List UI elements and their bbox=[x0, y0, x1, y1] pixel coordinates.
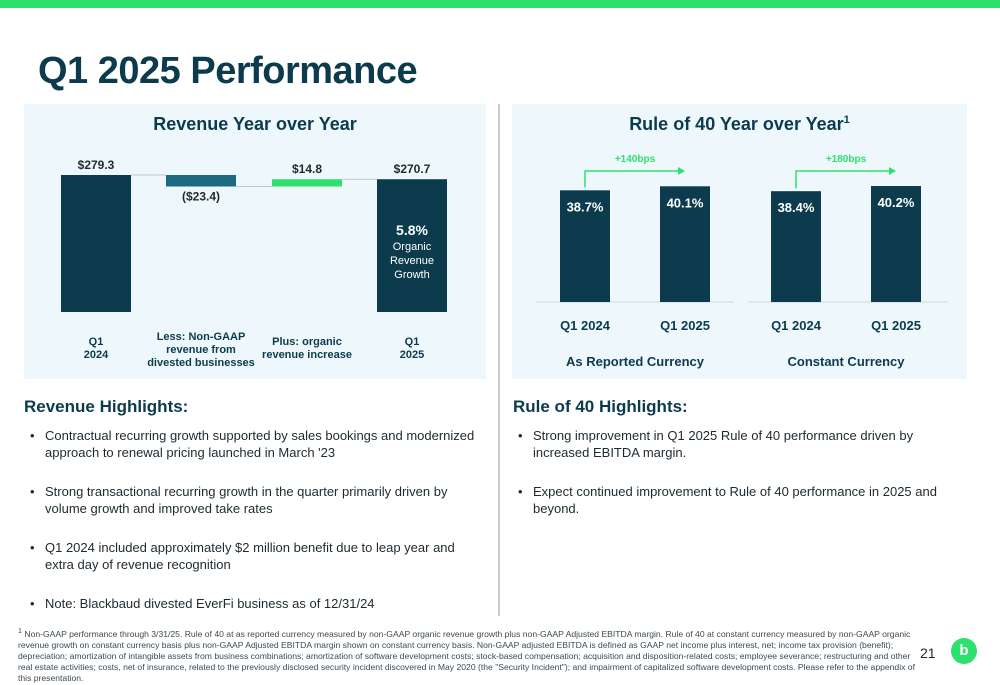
waterfall-category-label: Q1 2024 bbox=[84, 336, 109, 361]
blackbaud-logo: b bbox=[951, 638, 977, 664]
waterfall-category-label: Q1 2025 bbox=[400, 336, 424, 361]
rule40-chart-panel: Rule of 40 Year over Year1 38.7% Q1 2024 4… bbox=[512, 104, 967, 379]
revenue-waterfall-chart: $279.3 ($23.4) $14.8 $270.7 5.8% Organic Reven… bbox=[61, 158, 447, 369]
revenue-highlights-list: Contractual recurring growth supported b… bbox=[24, 427, 484, 612]
rule40-value-label: 40.2% bbox=[878, 195, 915, 210]
waterfall-bar bbox=[61, 175, 131, 312]
rule40-highlights-title: Rule of 40 Highlights: bbox=[513, 397, 688, 416]
rule40-bar-chart: 38.7% Q1 2024 40.1% Q1 2025 38.4% Q1 2024 40.2… bbox=[536, 154, 948, 369]
list-item: Contractual recurring growth supported b… bbox=[24, 427, 484, 461]
page-number: 21 bbox=[920, 645, 936, 661]
rule40-group-label: As Reported Currency bbox=[566, 354, 705, 369]
organic-growth-value: 5.8% bbox=[396, 222, 428, 238]
revenue-highlights-title: Revenue Highlights: bbox=[24, 397, 189, 416]
list-item: Note: Blackbaud divested EverFi business… bbox=[24, 595, 484, 612]
waterfall-bar bbox=[272, 179, 342, 187]
waterfall-bar bbox=[166, 175, 236, 187]
waterfall-value-label: ($23.4) bbox=[182, 189, 220, 203]
rule40-highlights-list: Strong improvement in Q1 2025 Rule of 40… bbox=[512, 427, 964, 517]
change-arrow-head bbox=[889, 167, 896, 175]
rule40-bar bbox=[771, 191, 821, 302]
rule40-category-label: Q1 2024 bbox=[771, 318, 822, 333]
change-arrow-head bbox=[678, 167, 685, 175]
change-label: +140bps bbox=[615, 154, 656, 165]
waterfall-bar bbox=[377, 179, 447, 312]
change-arrow-line bbox=[795, 170, 890, 189]
revenue-chart-panel: Revenue Year over Year $279.3 ($23.4) $14.… bbox=[24, 104, 486, 379]
waterfall-value-label: $14.8 bbox=[292, 162, 322, 176]
change-arrow-line bbox=[584, 170, 679, 188]
footnote: 1 Non-GAAP performance through 3/31/25. … bbox=[18, 627, 915, 683]
waterfall-category-label: Less: Non-GAAP revenue from divested busin… bbox=[147, 331, 255, 369]
rule40-value-label: 38.4% bbox=[778, 200, 815, 215]
revenue-chart-title: Revenue Year over Year bbox=[153, 114, 357, 134]
waterfall-value-label: $279.3 bbox=[78, 158, 115, 172]
rule40-value-label: 40.1% bbox=[667, 195, 704, 210]
rule40-category-label: Q1 2024 bbox=[560, 318, 611, 333]
rule40-chart-title: Rule of 40 Year over Year1 bbox=[629, 114, 850, 134]
list-item: Expect continued improvement to Rule of … bbox=[512, 483, 964, 517]
waterfall-value-label: $270.7 bbox=[394, 162, 431, 176]
page-title: Q1 2025 Performance bbox=[38, 50, 418, 92]
organic-growth-label: Organic Revenue Growth bbox=[390, 241, 434, 281]
rule40-category-label: Q1 2025 bbox=[660, 318, 710, 333]
top-accent-bar bbox=[0, 0, 1000, 8]
list-item: Strong transactional recurring growth in… bbox=[24, 483, 484, 517]
center-divider bbox=[498, 104, 500, 616]
rule40-bar bbox=[560, 190, 610, 302]
rule40-bar bbox=[871, 186, 921, 302]
list-item: Q1 2024 included approximately $2 millio… bbox=[24, 539, 484, 573]
waterfall-category-label: Plus: organic revenue increase bbox=[262, 336, 352, 361]
rule40-category-label: Q1 2025 bbox=[871, 318, 921, 333]
rule40-group-label: Constant Currency bbox=[787, 354, 905, 369]
list-item: Strong improvement in Q1 2025 Rule of 40… bbox=[512, 427, 964, 461]
rule40-value-label: 38.7% bbox=[567, 199, 604, 214]
change-label: +180bps bbox=[826, 154, 867, 165]
rule40-bar bbox=[660, 186, 710, 302]
